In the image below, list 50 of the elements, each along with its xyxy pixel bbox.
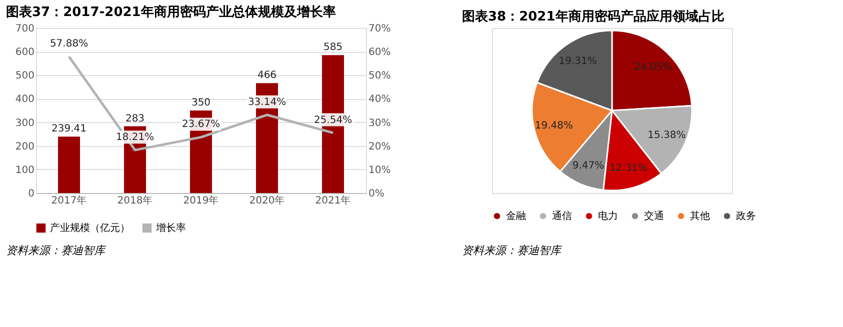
y2-tick-label: 50% [368,70,391,82]
data-label: 12.31% [609,163,648,174]
y2-tick-label: 60% [368,47,391,58]
legend-label: 金融 [506,210,526,222]
data-label: 9.47% [572,160,604,172]
chart-title: 图表37：2017-2021年商用密码产业总体规模及增长率 [6,4,336,20]
legend-label: 其他 [690,210,710,222]
bar [58,136,80,193]
y-tick-label: 0 [28,188,34,200]
y-tick-label: 200 [15,141,34,152]
y-tick-label: 600 [15,47,34,58]
y2-tick-label: 30% [368,118,391,129]
y2-tick-label: 70% [368,24,391,34]
x-tick-label: 2018年 [117,194,153,206]
data-label: 466 [257,70,277,82]
y-tick-label: 500 [15,70,34,82]
text: 资料来源：赛迪智库 [462,244,563,257]
text: 资料来源：赛迪智库 [6,244,107,257]
y-tick-label: 700 [15,24,34,34]
x-tick-label: 2019年 [183,194,219,206]
y2-tick-label: 10% [368,164,391,176]
data-label: 283 [125,113,145,124]
x-tick-label: 2020年 [249,194,285,206]
y-tick-label: 400 [15,94,34,106]
y2-tick-label: 0% [368,188,384,200]
data-label: 350 [191,98,211,108]
data-label: 25.54% [314,114,352,126]
data-label: 33.14% [248,96,286,108]
y2-tick-label: 20% [368,141,391,152]
data-label: 19.48% [534,120,574,132]
data-label: 57.88% [50,38,88,50]
data-label: 15.38% [648,130,686,142]
y2-tick-label: 40% [368,94,391,106]
x-tick-label: 2021年 [315,194,351,206]
data-label: 24.05% [634,62,672,73]
data-label: 18.21% [116,132,154,144]
legend-label: 交通 [644,210,664,222]
data-label: 19.31% [558,56,597,68]
data-label: 239.41 [52,124,86,135]
x-tick-label: 2017年 [51,194,87,206]
y-tick-label: 300 [15,118,34,129]
chart-title: 图表38：2021年商用密码产品应用领域占比 [462,8,724,24]
legend-label: 政务 [736,210,756,222]
legend-label: 产业规模（亿元） [50,222,130,234]
data-label: 23.67% [182,119,220,130]
y-tick-label: 100 [15,164,34,176]
legend-label: 增长率 [155,222,186,234]
legend-label: 通信 [552,210,572,222]
legend-label: 电力 [598,210,618,222]
data-label: 585 [323,42,343,54]
